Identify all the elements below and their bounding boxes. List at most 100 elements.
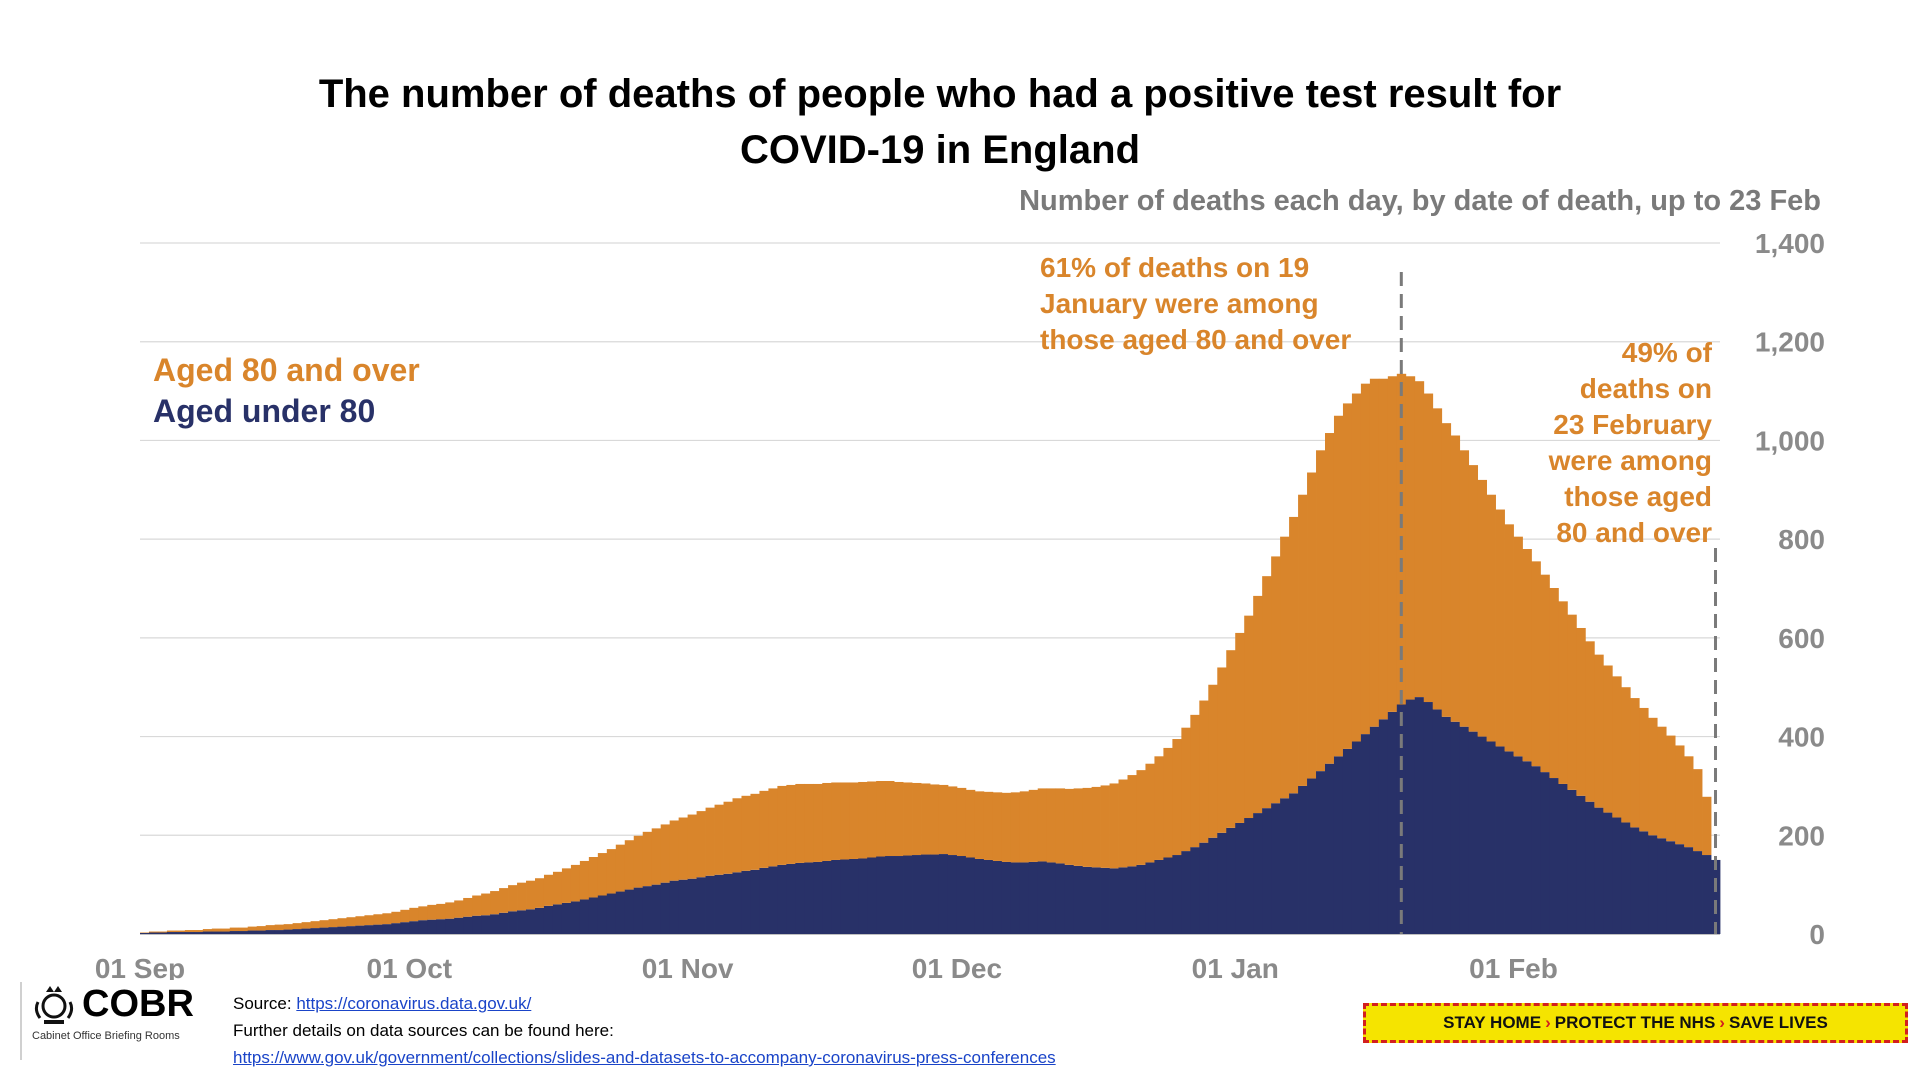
bar-over80: [1432, 408, 1443, 710]
bar-over80: [1603, 665, 1613, 813]
bar-under80: [454, 917, 464, 934]
bar-under80: [1037, 861, 1048, 934]
y-tick-label: 1,400: [1755, 228, 1825, 259]
bar-over80: [1369, 378, 1380, 727]
bar-over80: [912, 782, 922, 856]
bar-under80: [921, 854, 931, 934]
bar-under80: [391, 923, 401, 934]
bar-over80: [1244, 615, 1254, 819]
bar-under80: [885, 856, 895, 934]
bar-under80: [292, 929, 302, 934]
bar-over80: [1684, 756, 1694, 848]
bar-under80: [1127, 866, 1137, 934]
bar-under80: [651, 884, 662, 934]
bar-under80: [256, 930, 267, 934]
bar-under80: [732, 872, 742, 934]
bar-over80: [364, 915, 374, 926]
bar-under80: [445, 918, 455, 934]
bar-under80: [1136, 864, 1146, 934]
y-tick-label: 1,000: [1755, 425, 1825, 456]
bar-under80: [1055, 863, 1066, 934]
bar-over80: [1298, 494, 1308, 786]
bar-over80: [651, 828, 662, 885]
bar-under80: [1504, 751, 1514, 934]
bar-over80: [750, 793, 760, 870]
bar-over80: [1621, 687, 1631, 823]
y-axis-ticks: 0 200 400 600 800 1,000 1,200 1,400: [1755, 228, 1825, 950]
bar-over80: [535, 878, 545, 908]
bar-over80: [1163, 747, 1173, 858]
bar-under80: [1100, 867, 1110, 934]
bar-under80: [552, 904, 563, 934]
y-tick-label: 1,200: [1755, 327, 1825, 358]
bar-under80: [1316, 771, 1326, 934]
bar-under80: [1513, 756, 1523, 934]
annotation-feb23-line: 49% of: [1621, 337, 1712, 368]
bar-over80: [1576, 627, 1586, 796]
bar-under80: [1549, 778, 1559, 934]
bar-over80: [1648, 717, 1658, 836]
bar-under80: [1477, 736, 1487, 934]
bar-under80: [418, 920, 428, 934]
bar-under80: [1495, 746, 1505, 934]
bar-over80: [1666, 735, 1676, 842]
bar-under80: [409, 921, 419, 934]
bar-over80: [552, 871, 563, 905]
bar-under80: [346, 926, 356, 934]
bar-over80: [723, 801, 733, 874]
bar-over80: [409, 907, 419, 922]
bar-under80: [1244, 818, 1254, 934]
bar-over80: [579, 860, 590, 900]
bar-over80: [1558, 601, 1568, 784]
bar-under80: [822, 860, 832, 934]
bar-under80: [337, 926, 347, 934]
annotation-feb23-line: 80 and over: [1556, 517, 1712, 548]
bar-over80: [992, 792, 1003, 861]
bar-under80: [481, 915, 491, 934]
bar-over80: [1477, 479, 1487, 737]
bar-under80: [903, 855, 913, 934]
bar-under80: [1046, 862, 1057, 934]
bar-over80: [831, 782, 841, 860]
bar-over80: [1307, 472, 1317, 779]
bar-over80: [1540, 574, 1550, 773]
bar-under80: [588, 897, 599, 934]
bar-over80: [184, 930, 195, 933]
bar-over80: [1109, 783, 1119, 869]
bar-over80: [1594, 654, 1604, 808]
bar-over80: [508, 885, 518, 912]
bar-under80: [1208, 837, 1218, 934]
bar-under80: [813, 861, 823, 934]
bar-under80: [777, 864, 787, 934]
bar-under80: [1468, 731, 1479, 934]
bar-over80: [292, 923, 302, 930]
bar-under80: [1172, 855, 1182, 934]
bar-over80: [597, 853, 608, 896]
bar-under80: [400, 922, 410, 934]
chart-title: The number of deaths of people who had a…: [0, 66, 1880, 178]
bar-under80: [1621, 822, 1631, 934]
bar-over80: [517, 882, 527, 911]
bar-under80: [947, 855, 958, 934]
bar-over80: [813, 783, 823, 862]
y-tick-label: 200: [1778, 820, 1825, 851]
x-axis-ticks: 01 Sep 01 Oct 01 Nov 01 Dec 01 Jan 01 Feb: [95, 953, 1558, 980]
bar-under80: [517, 910, 527, 934]
bar-under80: [579, 899, 590, 934]
source-link[interactable]: https://coronavirus.data.gov.uk/: [296, 994, 532, 1013]
bar-over80: [678, 817, 689, 880]
bar-over80: [427, 904, 437, 920]
cobr-logo: COBR Cabinet Office Briefing Rooms: [20, 982, 200, 1060]
bar-under80: [992, 860, 1003, 934]
bar-under80: [1405, 699, 1416, 934]
bar-over80: [974, 791, 985, 859]
bar-over80: [741, 795, 751, 871]
bar-over80: [840, 782, 850, 860]
bar-under80: [1109, 868, 1119, 934]
bar-under80: [1298, 785, 1308, 934]
bar-over80: [1522, 549, 1532, 762]
bar-under80: [535, 907, 545, 934]
bar-over80: [642, 831, 653, 887]
bar-under80: [490, 914, 500, 934]
further-details-link[interactable]: https://www.gov.uk/government/collection…: [233, 1048, 1056, 1067]
